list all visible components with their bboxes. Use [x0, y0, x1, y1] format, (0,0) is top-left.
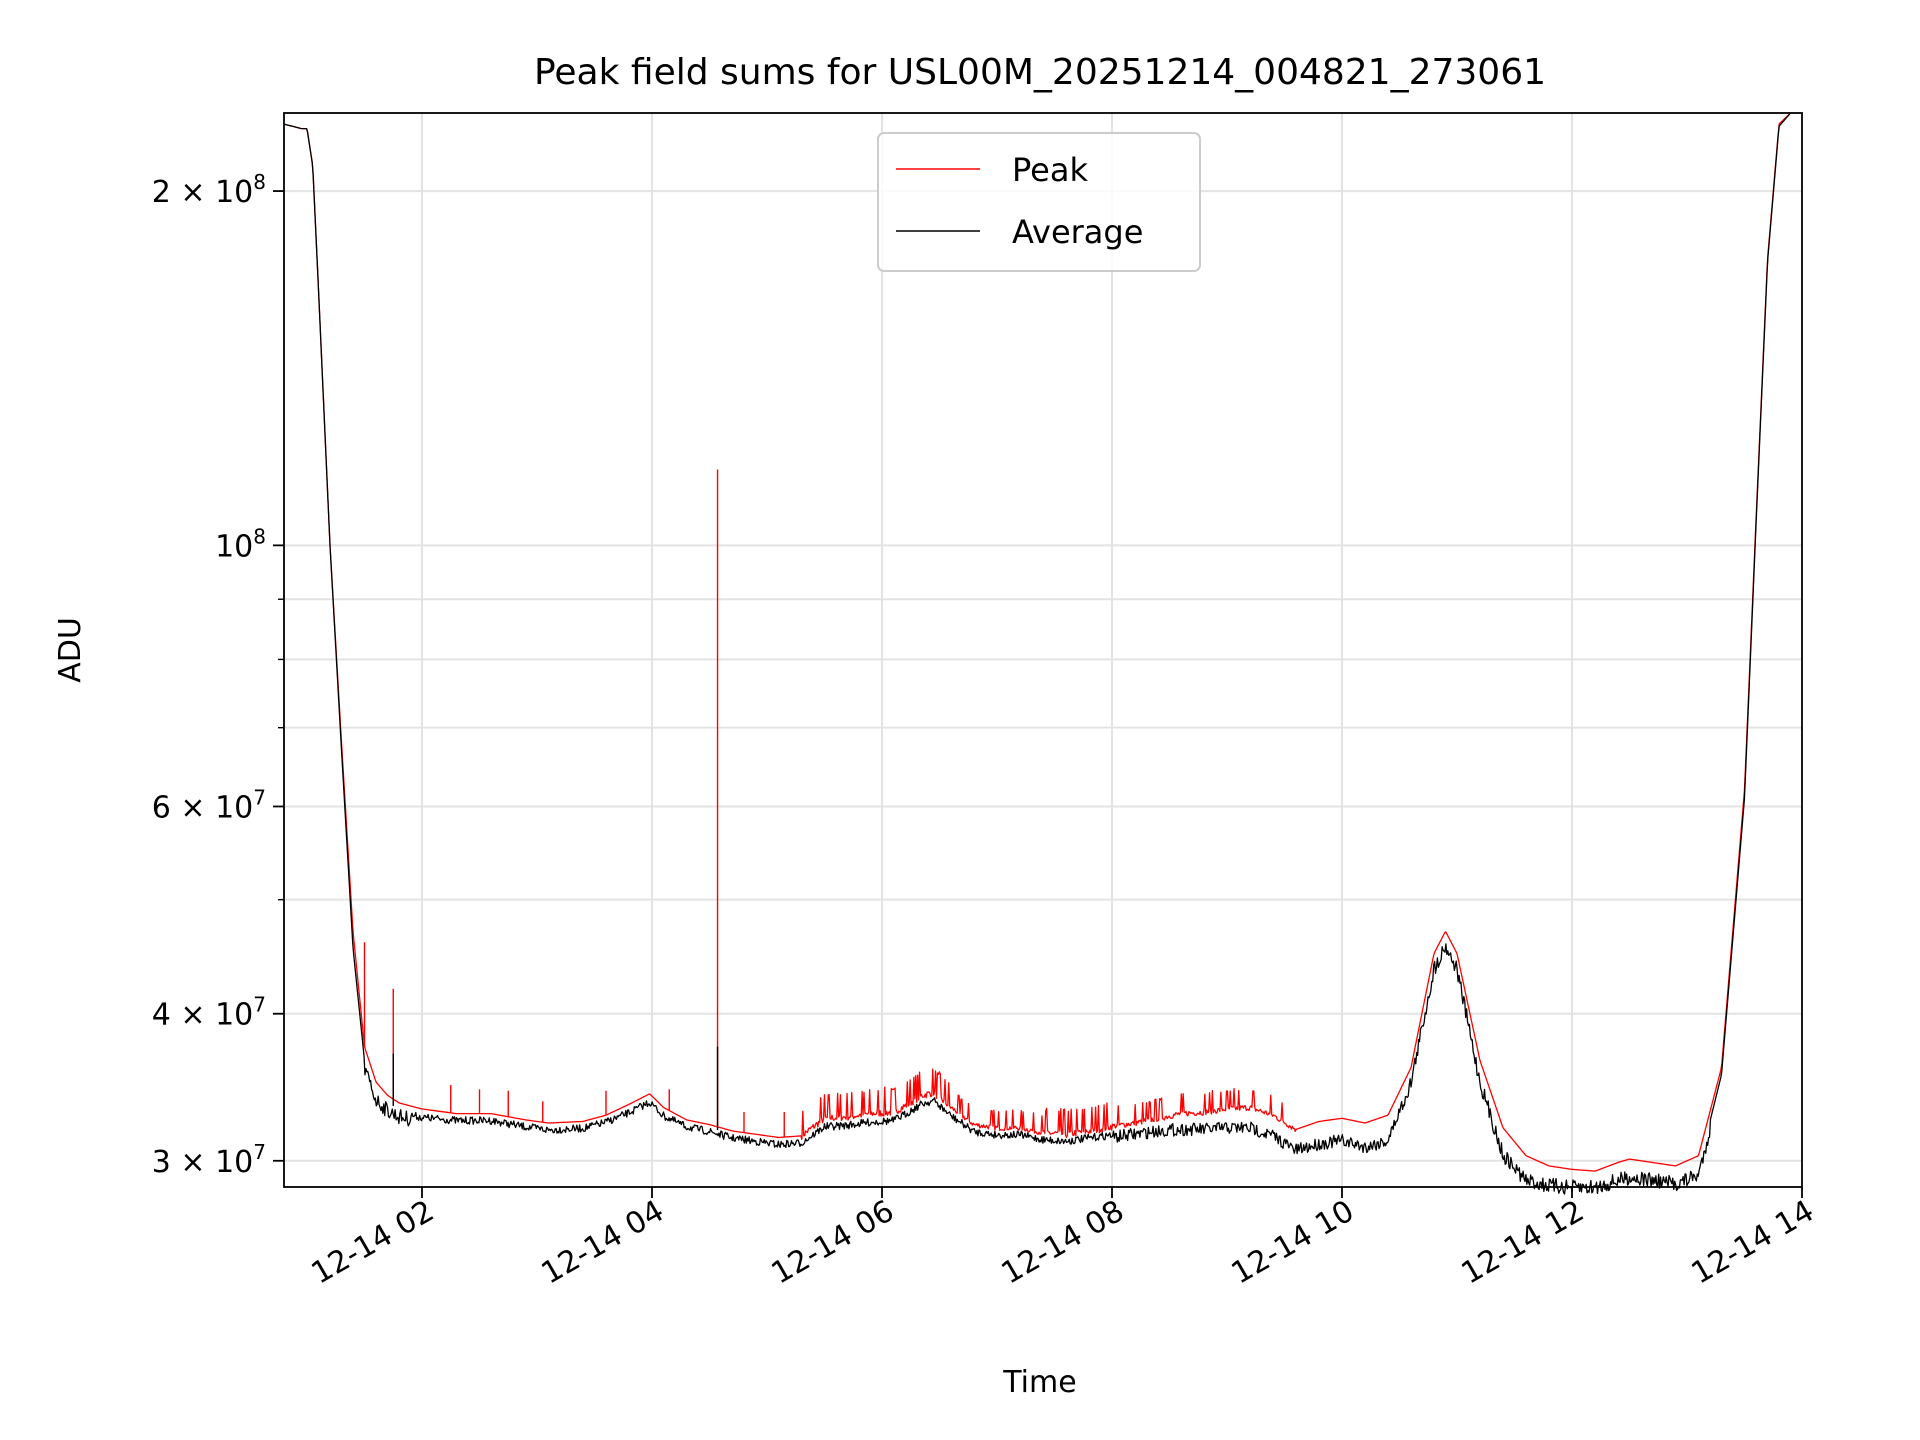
legend: Peak Average [877, 132, 1201, 272]
y-axis-label: ADU [53, 617, 88, 683]
y-tick-label: 108 [215, 524, 266, 564]
y-axis-ticks: 3 × 107 4 × 107 6 × 107 108 2 × 108 [152, 170, 284, 1180]
chart-title: Peak field sums for USL00M_20251214_0048… [534, 52, 1546, 93]
plot-frame [283, 112, 1803, 1188]
gridlines [284, 113, 1802, 1187]
series-line-peak [283, 112, 1791, 1172]
y-tick-label: 6 × 107 [152, 785, 266, 825]
legend-label-average: Average [1012, 213, 1143, 251]
y-tick-label: 2 × 108 [152, 170, 266, 210]
y-tick-label: 3 × 107 [152, 1140, 266, 1180]
legend-label-peak: Peak [1012, 151, 1088, 189]
x-axis-label: Time [1002, 1365, 1076, 1400]
y-tick-label: 4 × 107 [152, 993, 266, 1033]
legend-box [877, 132, 1201, 272]
